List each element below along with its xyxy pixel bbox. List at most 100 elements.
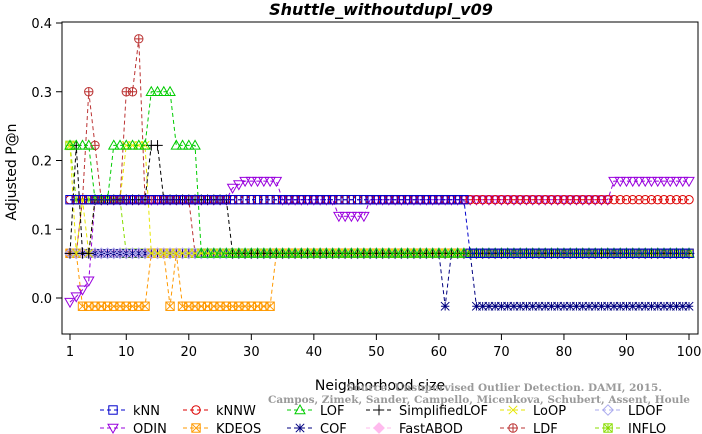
x-tick-label: 100: [677, 345, 702, 360]
legend-item-fastabod: FastABOD: [366, 422, 463, 434]
data-point: [653, 301, 663, 311]
data-point: [452, 194, 463, 205]
data-point: [565, 301, 575, 311]
data-point: [621, 301, 632, 311]
y-tick-label: 0.1: [31, 223, 52, 238]
data-point: [665, 248, 675, 259]
data-point: [301, 247, 314, 258]
series-line-kdeos: [70, 252, 689, 307]
data-point: [358, 211, 370, 223]
data-point: [684, 248, 694, 259]
data-point: [540, 301, 550, 311]
data-point: [302, 194, 313, 205]
data-point: [408, 247, 420, 258]
data-point: [134, 34, 144, 44]
data-point: [440, 301, 450, 311]
data-point: [401, 247, 414, 258]
data-point: [134, 194, 144, 205]
data-point: [409, 194, 419, 205]
data-point: [614, 176, 627, 188]
data-point: [571, 301, 582, 311]
data-point: [370, 247, 383, 258]
data-point: [653, 248, 663, 259]
data-point: [284, 194, 294, 205]
data-point: [265, 301, 275, 311]
data-point: [608, 176, 620, 188]
x-axis-label: Neighborhood size: [315, 378, 445, 394]
data-point: [307, 247, 320, 258]
data-point: [678, 194, 688, 205]
data-point: [332, 211, 345, 223]
legend-label: LOF: [320, 404, 345, 419]
legend-label: LDF: [533, 422, 558, 434]
data-point: [289, 247, 301, 258]
data-point: [620, 176, 633, 188]
y-tick-label: 0.4: [31, 17, 52, 32]
data-point: [440, 194, 450, 205]
data-point: [232, 247, 245, 258]
x-tick-label: 90: [618, 345, 635, 360]
data-point: [615, 248, 625, 259]
data-point: [184, 194, 194, 205]
data-point: [645, 176, 658, 188]
data-point: [684, 301, 694, 311]
data-point: [127, 87, 138, 97]
x-tick-label: 40: [306, 345, 323, 360]
data-point: [165, 301, 175, 311]
data-point: [358, 247, 370, 258]
data-point: [234, 194, 244, 205]
legend-marker: [191, 405, 201, 415]
data-point: [484, 194, 494, 205]
data-point: [603, 301, 613, 311]
legend-label: LoOP: [533, 404, 566, 419]
data-point: [596, 194, 607, 205]
x-tick-label: 50: [368, 345, 385, 360]
legend-label: SimplifiedLOF: [399, 404, 488, 419]
legend-marker: [508, 423, 518, 433]
data-point: [603, 248, 613, 259]
legend-marker: [602, 404, 614, 416]
data-point: [565, 194, 575, 205]
data-point: [540, 194, 550, 205]
series-kdeos: [65, 248, 694, 311]
data-point: [159, 194, 169, 205]
data-point: [115, 194, 125, 205]
data-point: [445, 247, 458, 258]
data-point: [64, 248, 76, 259]
data-point: [165, 194, 175, 205]
data-point: [309, 194, 319, 205]
data-point: [151, 85, 164, 97]
legend-marker: [191, 423, 201, 433]
data-point: [207, 247, 220, 258]
data-point: [152, 194, 163, 205]
data-point: [515, 248, 525, 259]
legend-marker: [295, 423, 305, 433]
legend-item-kdeos: KDEOS: [183, 422, 261, 434]
legend-label: kNNW: [216, 404, 256, 419]
data-point: [259, 194, 269, 205]
watermark-line-2: Campos, Zimek, Sander, Campello, Micenko…: [268, 394, 690, 406]
data-point: [114, 139, 126, 150]
data-point: [345, 247, 358, 258]
data-point: [439, 247, 452, 258]
data-point: [603, 194, 613, 205]
data-point: [484, 301, 494, 311]
data-point: [376, 247, 389, 258]
y-tick-label: 0.2: [31, 155, 52, 170]
data-point: [214, 247, 226, 258]
data-point: [420, 247, 433, 258]
legend-label: KDEOS: [216, 422, 261, 434]
data-point: [427, 194, 438, 205]
data-point: [121, 194, 131, 205]
data-point: [426, 247, 439, 258]
data-point: [465, 248, 475, 259]
y-tick-label: 0.3: [31, 86, 52, 101]
data-point: [646, 301, 657, 311]
data-point: [578, 301, 588, 311]
data-point: [282, 247, 295, 258]
data-point: [590, 248, 600, 259]
series-line-cof: [70, 252, 689, 307]
data-point: [326, 247, 339, 258]
data-point: [678, 301, 688, 311]
data-point: [201, 247, 214, 258]
